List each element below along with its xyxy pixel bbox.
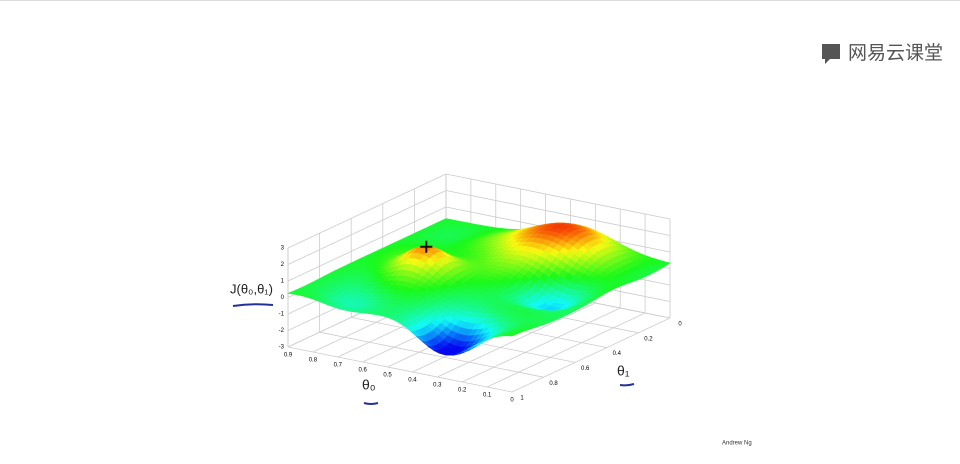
watermark-text: 网易云课堂 [848, 42, 943, 64]
x-tick-label: 0.2 [458, 388, 467, 394]
z-tick-label: 1 [281, 279, 285, 285]
underline [364, 403, 378, 404]
z-tick-label: -3 [279, 345, 285, 351]
x-tick-label: 0.9 [284, 353, 293, 359]
y-tick-label: 1 [520, 396, 524, 402]
y-axis-label: θ₁ [617, 363, 630, 379]
y-tick-label: 0.6 [581, 366, 590, 372]
box-line [288, 347, 512, 392]
z-axis-label: J(θ₀,θ₁) [230, 281, 273, 296]
box-line [446, 174, 670, 219]
x-tick-label: 0.7 [334, 363, 343, 369]
x-tick-label: 0.1 [483, 393, 492, 399]
x-tick-label: 0.8 [309, 358, 318, 364]
z-tick-label: -2 [279, 328, 285, 334]
x-tick-label: 0 [510, 398, 514, 404]
x-tick-label: 0.6 [358, 368, 367, 374]
y-tick-label: 0.4 [613, 351, 622, 357]
watermark-icon [822, 44, 840, 64]
x-axis-label: θ₀ [362, 377, 376, 393]
underline [620, 384, 634, 385]
credit: Andrew Ng [722, 441, 752, 447]
z-tick-label: 0 [281, 295, 285, 301]
x-tick-label: 0.3 [433, 383, 442, 389]
x-tick-label: 0.4 [408, 378, 417, 384]
underline [233, 304, 273, 306]
watermark: 网易云课堂 [822, 42, 943, 64]
box-line [512, 318, 670, 392]
z-tick-label: 2 [281, 262, 285, 268]
y-tick-label: 0.8 [549, 381, 558, 387]
y-tick-label: 0.2 [644, 336, 653, 342]
z-tick-label: 3 [281, 246, 285, 252]
surface [288, 219, 670, 355]
z-tick-label: -1 [279, 312, 285, 318]
y-tick-label: 0 [678, 322, 682, 328]
x-tick-label: 0.5 [383, 373, 392, 379]
